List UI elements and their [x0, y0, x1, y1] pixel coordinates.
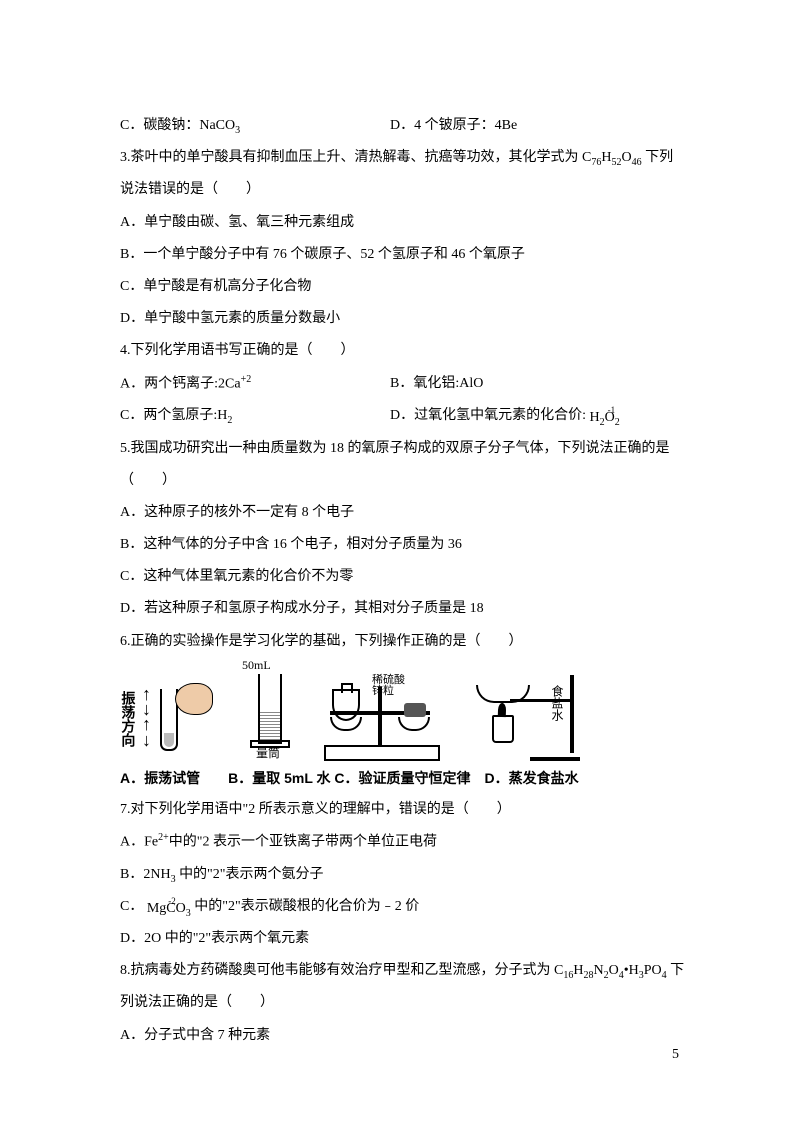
- q8-stem-2: 列说法正确的是（ ）: [120, 987, 679, 1019]
- q5-stem: 5.我国成功研究出一种由质量数为 18 的氧原子构成的双原子分子气体，下列说法正…: [120, 433, 679, 465]
- q4-cd: C．两个氢原子:H2 D．过氧化氢中氧元素的化合价: H2-1O2: [120, 400, 679, 432]
- q7-stem: 7.对下列化学用语中"2 所表示意义的理解中，错误的是（ ）: [120, 794, 679, 826]
- figure-b: 50mL 量筒: [240, 664, 296, 761]
- mgco3-formula: Mg-2CO3: [147, 893, 191, 925]
- figure-a: 振荡方向 ↑↓↑↓: [120, 683, 212, 761]
- h2o2-formula: H2-1O2: [590, 402, 620, 434]
- q4-c: C．两个氢原子:H2: [120, 400, 390, 432]
- q7-d: D．2O 中的"2"表示两个氧元素: [120, 923, 679, 955]
- q5-b: B．这种气体的分子中含 16 个电子，相对分子质量为 36: [120, 529, 679, 561]
- figure-d: 食盐水: [464, 675, 574, 761]
- q4-d: D．过氧化氢中氧元素的化合价: H2-1O2: [390, 400, 679, 432]
- q6-stem: 6.正确的实验操作是学习化学的基础，下列操作正确的是（ ）: [120, 626, 679, 658]
- q3-d: D．单宁酸中氢元素的质量分数最小: [120, 303, 679, 335]
- q5-stem-2: （ ）: [120, 465, 679, 497]
- q3-c: C．单宁酸是有机高分子化合物: [120, 271, 679, 303]
- q2-options-cd: C．碳酸钠：NaCO3 D．4 个铍原子：4Be: [120, 110, 679, 142]
- exam-page: C．碳酸钠：NaCO3 D．4 个铍原子：4Be 3.茶叶中的单宁酸具有抑制血压…: [0, 0, 794, 1123]
- q5-c: C．这种气体里氧元素的化合价不为零: [120, 561, 679, 593]
- q5-a: A．这种原子的核外不一定有 8 个电子: [120, 497, 679, 529]
- q4-a: A．两个钙离子:2Ca+2: [120, 368, 390, 401]
- q6-figures: 振荡方向 ↑↓↑↓ 50mL 量筒 稀硫酸锌粒: [120, 664, 679, 761]
- q6-answers: A．振荡试管 B．量取 5mL 水 C．验证质量守恒定律 D．蒸发食盐水: [120, 763, 679, 794]
- q3-stem-1: 3.茶叶中的单宁酸具有抑制血压上升、清热解毒、抗癌等功效，其化学式为 C76H5…: [120, 142, 679, 174]
- q4-stem: 4.下列化学用语书写正确的是（ ）: [120, 335, 679, 367]
- q4-b: B．氧化铝:AlO: [390, 368, 679, 401]
- q2-c: C．碳酸钠：NaCO3: [120, 110, 390, 142]
- q3-b: B．一个单宁酸分子中有 76 个碳原子、52 个氢原子和 46 个氧原子: [120, 239, 679, 271]
- q8-a: A．分子式中含 7 种元素: [120, 1020, 679, 1052]
- q3-a: A．单宁酸由碳、氢、氧三种元素组成: [120, 207, 679, 239]
- q3-stem-2: 说法错误的是（ ）: [120, 174, 679, 206]
- q7-b: B．2NH3 中的"2"表示两个氨分子: [120, 859, 679, 891]
- q8-stem-1: 8.抗病毒处方药磷酸奥可他韦能够有效治疗甲型和乙型流感，分子式为 C16H28N…: [120, 955, 679, 987]
- q7-c: C． Mg-2CO3 中的"2"表示碳酸根的化合价为﹣2 价: [120, 891, 679, 923]
- q5-d: D．若这种原子和氢原子构成水分子，其相对分子质量是 18: [120, 593, 679, 625]
- q2-d: D．4 个铍原子：4Be: [390, 110, 679, 142]
- q4-ab: A．两个钙离子:2Ca+2 B．氧化铝:AlO: [120, 368, 679, 401]
- q7-a: A．Fe2+中的"2 表示一个亚铁离子带两个单位正电荷: [120, 826, 679, 859]
- figure-c: 稀硫酸锌粒: [324, 681, 436, 761]
- page-number: 5: [672, 1047, 679, 1063]
